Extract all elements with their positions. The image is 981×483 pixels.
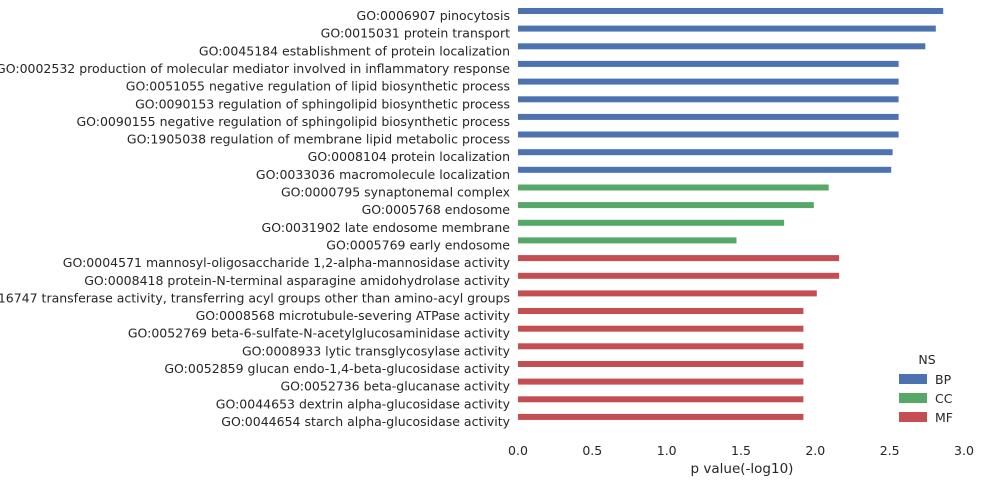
category-label: GO:0033036 macromolecule localization	[256, 167, 510, 182]
category-label: GO:0016747 transferase activity, transfe…	[0, 290, 510, 305]
bar-bp	[518, 149, 893, 156]
x-tick-label: 3.0	[954, 443, 974, 458]
bar-bp	[518, 78, 899, 85]
legend-swatch-cc	[899, 393, 927, 403]
bar-mf	[518, 413, 804, 420]
bars-layer	[518, 8, 944, 420]
bar-mf	[518, 290, 817, 297]
category-label: GO:0005769 early endosome	[326, 237, 510, 252]
legend-swatch-mf	[899, 412, 927, 422]
legend-label-mf: MF	[935, 410, 953, 425]
bar-bp	[518, 25, 936, 32]
category-label: GO:0052859 glucan endo-1,4-beta-glucosid…	[164, 361, 510, 376]
category-label: GO:1905038 regulation of membrane lipid …	[127, 132, 510, 147]
category-label: GO:0000795 synaptonemal complex	[281, 185, 510, 200]
bar-cc	[518, 237, 737, 244]
bar-mf	[518, 378, 804, 385]
bar-cc	[518, 184, 829, 191]
bar-bp	[518, 96, 899, 103]
category-label: GO:0008418 protein-N-terminal asparagine…	[84, 273, 510, 288]
category-label: GO:0090153 regulation of sphingolipid bi…	[135, 96, 510, 111]
bar-bp	[518, 113, 899, 120]
category-label: GO:0044653 dextrin alpha-glucosidase act…	[216, 396, 511, 411]
bar-cc	[518, 219, 785, 226]
legend-swatch-bp	[899, 374, 927, 384]
x-tick-label: 0.5	[582, 443, 602, 458]
category-label: GO:0044654 starch alpha-glucosidase acti…	[221, 414, 510, 429]
category-label: GO:0090155 negative regulation of sphing…	[76, 114, 510, 129]
category-label: GO:0031902 late endosome membrane	[262, 220, 511, 235]
x-axis-title: p value(-log10)	[691, 461, 794, 477]
bar-mf	[518, 343, 804, 350]
x-tick-label: 2.5	[880, 443, 900, 458]
bar-bp	[518, 8, 944, 14]
x-tick-label: 1.5	[731, 443, 751, 458]
category-label: GO:0002532 production of molecular media…	[0, 61, 510, 76]
x-tick-label: 1.0	[657, 443, 677, 458]
category-label: GO:0006907 pinocytosis	[357, 8, 510, 23]
x-tick-label: 2.0	[805, 443, 825, 458]
bar-bp	[518, 43, 926, 50]
category-label: GO:0008104 protein localization	[308, 149, 510, 164]
category-labels: GO:0006907 pinocytosis GO:0015031 protein…	[0, 8, 511, 429]
x-tick-label: 0.0	[508, 443, 528, 458]
category-label: GO:0015031 protein transport	[321, 26, 510, 41]
category-label: GO:0052769 beta-6-sulfate-N-acetylglucos…	[128, 326, 511, 341]
category-label: GO:0004571 mannosyl-oligosaccharide 1,2-…	[63, 255, 511, 270]
category-label: GO:0008568 microtubule-severing ATPase a…	[196, 308, 511, 323]
bar-mf	[518, 272, 840, 279]
x-axis: p value(-log10) 0.0 0.5 1.0 1.5 2.0 2.5 3.0	[508, 443, 974, 477]
bar-bp	[518, 60, 899, 67]
category-label: GO:0052736 beta-glucanase activity	[280, 379, 510, 394]
bar-mf	[518, 308, 804, 314]
legend-label-cc: CC	[935, 391, 953, 406]
category-label: GO:0051055 negative regulation of lipid …	[126, 79, 510, 94]
bar-mf	[518, 396, 804, 403]
bar-mf	[518, 361, 804, 367]
bar-bp	[518, 166, 892, 173]
bar-mf	[518, 325, 804, 332]
legend-label-bp: BP	[935, 372, 952, 387]
bar-mf	[518, 255, 840, 262]
category-label: GO:0045184 establishment of protein loca…	[199, 43, 510, 58]
bar-bp	[518, 131, 899, 138]
category-label: GO:0008933 lytic transglycosylase activi…	[242, 343, 511, 358]
legend-title: NS	[918, 352, 935, 367]
bar-cc	[518, 202, 814, 209]
legend: NS BP CC MF	[899, 352, 953, 425]
category-label: GO:0005768 endosome	[362, 202, 511, 217]
